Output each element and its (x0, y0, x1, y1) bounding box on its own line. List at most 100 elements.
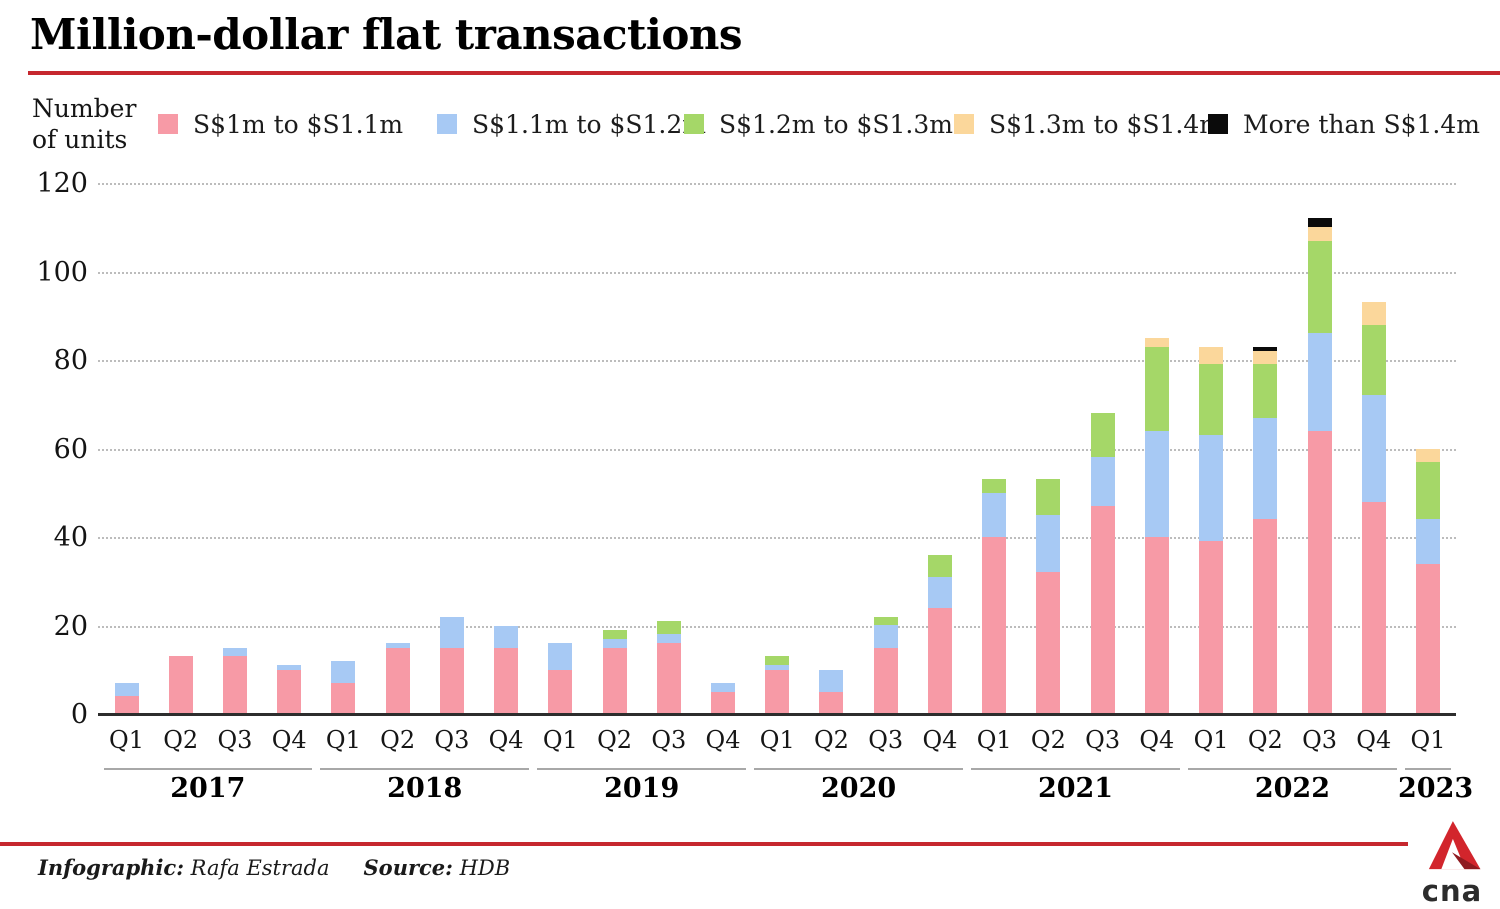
bar-q3-2022 (1307, 218, 1332, 714)
bar-segment (602, 638, 627, 648)
bar-q4-2017 (277, 665, 302, 714)
bar-segment (222, 656, 247, 714)
legend-swatch (954, 114, 974, 134)
x-tick-label: Q4 (705, 726, 741, 754)
x-tick-label: Q1 (325, 726, 361, 754)
bar-q2-2020 (819, 669, 844, 714)
bar-segment (331, 683, 356, 714)
bar-segment (873, 647, 898, 714)
bar-q2-2022 (1253, 346, 1278, 714)
title-rule (28, 71, 1500, 75)
bar-segment (765, 665, 790, 670)
bar-segment (1090, 457, 1115, 507)
x-tick-label: Q4 (1139, 726, 1175, 754)
bar-segment (1361, 302, 1386, 325)
bar-segment (1416, 563, 1441, 714)
bar-q4-2018 (494, 625, 519, 714)
y-tick-label: 80 (53, 345, 88, 376)
bar-q4-2019 (711, 683, 736, 714)
legend-label: S$1m to $S1.1m (193, 109, 404, 139)
bar-segment (656, 621, 681, 635)
bar-segment (1036, 572, 1061, 714)
bar-q1-2021 (982, 479, 1007, 714)
bar-segment (1307, 218, 1332, 228)
bar-segment (494, 647, 519, 714)
bar-segment (819, 669, 844, 692)
bar-segment (1036, 514, 1061, 573)
bar-segment (168, 656, 193, 714)
x-tick-label: Q2 (1247, 726, 1283, 754)
bar-q1-2019 (548, 643, 573, 714)
infographic-value: Rafa Estrada (190, 856, 330, 880)
x-tick-label: Q2 (597, 726, 633, 754)
infographic-label: Infographic: (38, 855, 184, 880)
bar-segment (1090, 413, 1115, 458)
legend-label: S$1.3m to $S1.4m (989, 109, 1223, 139)
page-title: Million-dollar flat transactions (30, 10, 743, 59)
bar-q1-2017 (114, 683, 139, 714)
gridline (98, 625, 1456, 628)
legend-item: S$1m to $S1.1m (158, 109, 404, 139)
bar-q1-2018 (331, 660, 356, 714)
bar-q2-2018 (385, 643, 410, 714)
x-tick-label: Q2 (163, 726, 199, 754)
gridline (98, 448, 1456, 451)
bar-q1-2022 (1199, 346, 1224, 714)
bar-segment (439, 647, 464, 714)
x-tick-label: Q1 (759, 726, 795, 754)
bar-segment (277, 669, 302, 714)
x-tick-label: Q4 (922, 726, 958, 754)
bar-segment (1361, 395, 1386, 502)
footer-credits: Infographic: Rafa Estrada Source: HDB (38, 855, 510, 880)
y-tick-label: 0 (70, 699, 88, 730)
bar-segment (222, 647, 247, 657)
bar-q4-2020 (927, 554, 952, 714)
bar-segment (114, 696, 139, 714)
year-label: 2019 (604, 773, 680, 804)
bar-segment (1144, 536, 1169, 714)
bar-q3-2018 (439, 616, 464, 714)
x-tick-label: Q1 (109, 726, 144, 754)
x-tick-label: Q3 (1085, 726, 1121, 754)
bar-segment (1199, 435, 1224, 542)
bar-segment (927, 607, 952, 714)
legend-swatch (684, 114, 704, 134)
x-tick-label: Q1 (1410, 726, 1446, 754)
bar-segment (1253, 351, 1278, 365)
bar-segment (1036, 479, 1061, 515)
bar-segment (1253, 417, 1278, 520)
bar-segment (982, 536, 1007, 714)
x-tick-label: Q2 (1030, 726, 1066, 754)
bar-q2-2019 (602, 629, 627, 714)
x-tick-label: Q1 (542, 726, 578, 754)
x-tick-label: Q4 (488, 726, 524, 754)
bar-segment (1416, 461, 1441, 520)
bar-segment (1307, 227, 1332, 241)
x-tick-label: Q1 (1193, 726, 1229, 754)
bar-segment (1416, 448, 1441, 462)
x-tick-label: Q3 (1302, 726, 1338, 754)
bar-segment (1090, 506, 1115, 714)
year-underline (103, 768, 313, 770)
bar-q4-2021 (1144, 337, 1169, 714)
bar-segment (1307, 430, 1332, 714)
legend-label: More than S$1.4m (1243, 109, 1480, 139)
year-label: 2018 (387, 773, 463, 804)
bar-segment (1144, 346, 1169, 431)
gridline (98, 183, 1456, 185)
bar-segment (656, 634, 681, 644)
year-label: 2020 (821, 773, 897, 804)
x-tick-label: Q4 (1356, 726, 1392, 754)
bar-q1-2023 (1416, 448, 1441, 715)
x-tick-label: Q1 (976, 726, 1012, 754)
year-underline (971, 768, 1180, 770)
bar-q4-2022 (1361, 302, 1386, 714)
bar-segment (1307, 333, 1332, 431)
bar-segment (1361, 324, 1386, 396)
bar-segment (602, 647, 627, 714)
legend-item: S$1.2m to $S1.3m (684, 110, 953, 139)
bar-segment (765, 669, 790, 714)
bar-segment (494, 625, 519, 648)
y-axis-unit-label-line2: of units (32, 125, 128, 154)
